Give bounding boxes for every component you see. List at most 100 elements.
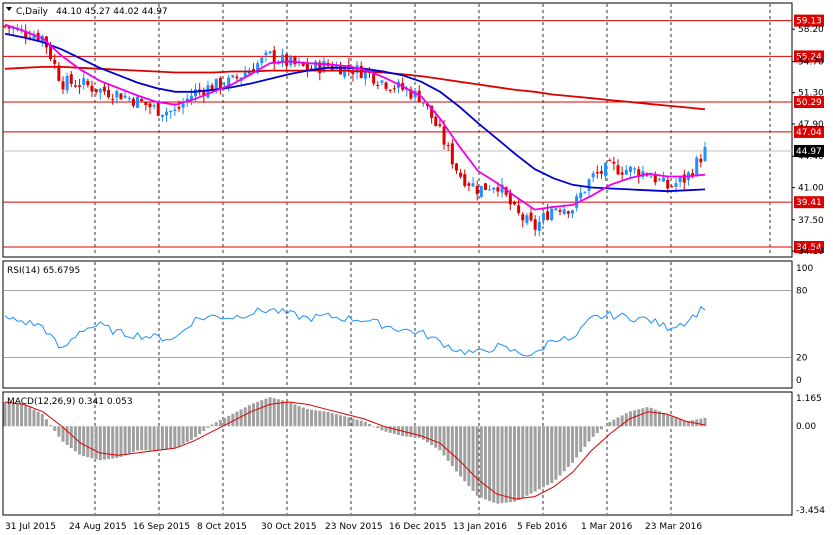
price-axis-labels: 58.20 54.70 51.30 47.90 44.40 41.00 37.50 34.10	[792, 25, 824, 257]
macd-histogram-bar	[517, 426, 521, 500]
macd-histogram-bar	[463, 426, 467, 482]
macd-histogram-bar	[86, 426, 90, 458]
candle-body	[612, 161, 616, 164]
macd-histogram-bar	[508, 426, 512, 503]
macd-histogram-bar	[107, 426, 111, 460]
macd-histogram-bar	[347, 417, 351, 427]
rsi-title: RSI(14) 65.6795	[7, 266, 80, 276]
candle-body	[541, 212, 545, 221]
macd-histogram-bar	[326, 412, 330, 427]
macd-histogram-bar	[293, 404, 297, 427]
y-tick-label: 41.00	[798, 184, 824, 194]
macd-histogram-bar	[61, 426, 65, 442]
candle-body	[305, 63, 309, 71]
candle-body	[678, 176, 682, 183]
macd-histogram-bar	[454, 426, 458, 472]
macd-histogram-bar	[36, 411, 40, 427]
macd-histogram-bar	[102, 426, 106, 460]
macd-histogram-bar	[227, 415, 231, 427]
macd-histogram-bar	[376, 426, 380, 429]
candle-body	[136, 96, 140, 108]
candle-body	[57, 65, 61, 81]
macd-histogram-bar	[409, 426, 413, 438]
candle-body	[65, 76, 69, 91]
macd-histogram-bar	[289, 402, 293, 427]
macd-histogram-bar	[127, 426, 131, 454]
macd-histogram-bar	[525, 426, 529, 496]
macd-histogram-bar	[637, 409, 641, 427]
candle-body	[78, 85, 82, 87]
candle-body	[53, 59, 57, 64]
candle-body	[421, 102, 425, 104]
macd-histogram-bar	[351, 418, 355, 427]
macd-histogram-bar	[330, 413, 334, 427]
candle-body	[409, 89, 413, 99]
macd-histogram-bar	[53, 426, 57, 431]
macd-histogram-bar	[388, 426, 392, 433]
x-tick-label: 13 Jan 2016	[453, 522, 507, 532]
price-level-tag	[794, 125, 824, 138]
price-level-tag	[794, 196, 824, 209]
macd-histogram-bar	[3, 402, 7, 427]
candle-body	[194, 89, 198, 97]
rsi-indicator: 100 80 20 0	[3, 264, 813, 386]
candle-body	[3, 26, 7, 28]
candle-body	[570, 210, 574, 214]
candle-body	[198, 89, 202, 91]
moving-averages	[4, 23, 706, 211]
candle-body	[156, 103, 160, 116]
candle-body	[181, 103, 185, 108]
macd-histogram-bar	[247, 405, 251, 427]
price-level-label: 59.13	[796, 17, 822, 27]
macd-histogram-bar	[425, 426, 429, 443]
macd-histogram-bar	[483, 426, 487, 500]
candle-body	[657, 179, 661, 181]
ma-fast-line	[4, 23, 706, 211]
candle-body	[438, 124, 442, 126]
y-tick-label: 34.10	[798, 247, 824, 257]
macd-histogram-bar	[570, 426, 574, 463]
macd-histogram-bar	[44, 419, 48, 427]
candle-body	[231, 75, 235, 78]
macd-tick-label: -3.454	[796, 506, 825, 516]
candle-body	[699, 158, 703, 163]
candle-body	[268, 51, 272, 54]
candle-body	[131, 98, 135, 106]
macd-histogram-bar	[583, 426, 587, 447]
macd-histogram-bar	[537, 426, 541, 490]
macd-histogram-bar	[28, 407, 32, 427]
candle-body	[434, 116, 438, 126]
macd-histogram-bar	[624, 413, 628, 427]
price-level-tag	[794, 241, 824, 254]
macd-histogram-bar	[57, 426, 61, 437]
y-tick-label: 51.30	[798, 89, 824, 99]
candle-body	[508, 193, 512, 205]
candle-body	[384, 82, 388, 89]
candle-body	[488, 189, 492, 191]
candle-body	[7, 26, 11, 29]
candle-body	[504, 187, 508, 195]
x-tick-label: 8 Oct 2015	[197, 522, 247, 532]
macd-histogram-bar	[450, 426, 454, 467]
x-tick-label: 16 Dec 2015	[389, 522, 447, 532]
macd-histogram-bar	[678, 419, 682, 427]
candle-body	[662, 177, 666, 182]
candle-body	[102, 86, 106, 92]
candle-body	[604, 162, 608, 177]
macd-histogram-bar	[82, 426, 86, 457]
candle-body	[620, 172, 624, 175]
macd-histogram-bar	[94, 426, 98, 460]
candle-body	[160, 114, 164, 117]
candle-body	[372, 74, 376, 84]
candle-body	[496, 187, 500, 192]
dropdown-triangle-icon[interactable]	[6, 7, 12, 11]
macd-histogram-bar	[223, 417, 227, 427]
macd-histogram-bar	[148, 426, 152, 451]
candle-body	[649, 176, 653, 178]
macd-histogram-bar	[281, 400, 285, 427]
candle-body	[467, 183, 471, 186]
candle-body	[202, 90, 206, 96]
macd-histogram-bar	[666, 414, 670, 427]
x-tick-label: 24 Aug 2015	[69, 522, 127, 532]
